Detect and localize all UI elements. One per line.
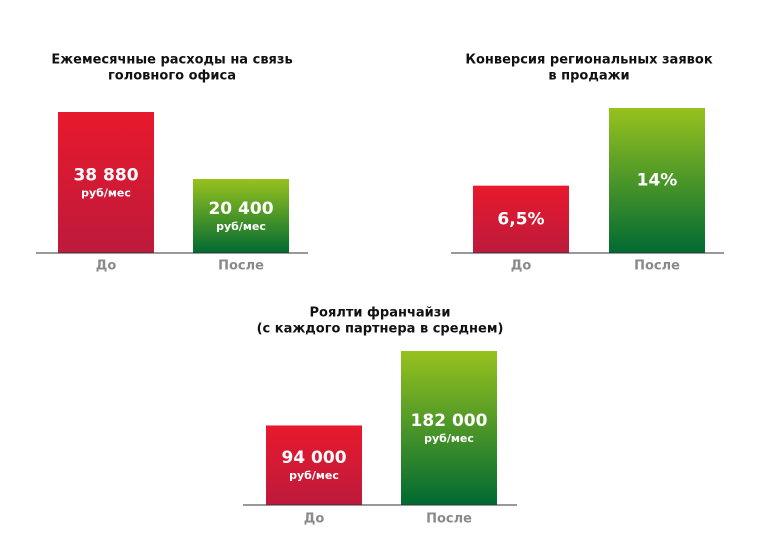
unit-label: руб/мес — [424, 432, 474, 445]
x-tick-label: До — [304, 512, 325, 527]
bar — [266, 425, 362, 505]
bar — [609, 108, 705, 253]
unit-label: руб/мес — [289, 469, 339, 482]
bar — [193, 179, 289, 253]
chart-title: Роялти франчайзи — [310, 306, 451, 321]
value-label: 38 880 — [73, 166, 138, 186]
bar — [401, 351, 497, 505]
chart-title: Конверсия региональных заявок — [465, 53, 713, 68]
chart-title: в продажи — [548, 69, 629, 84]
unit-label: руб/мес — [81, 187, 131, 200]
value-label: 94 000 — [281, 448, 346, 468]
value-label: 182 000 — [411, 411, 488, 431]
value-label: 6,5% — [497, 209, 544, 229]
x-tick-label: До — [511, 259, 532, 274]
chart-title: (с каждого партнера в среднем) — [257, 322, 504, 337]
x-tick-label: После — [426, 512, 472, 527]
chart-title: Ежемесячные расходы на связь — [51, 53, 292, 68]
x-tick-label: После — [218, 259, 264, 274]
unit-label: руб/мес — [216, 220, 266, 233]
value-label: 20 400 — [208, 199, 273, 219]
x-tick-label: До — [96, 259, 117, 274]
chart-title: головного офиса — [108, 69, 236, 84]
bar — [58, 112, 154, 253]
value-label: 14% — [637, 171, 678, 191]
bar — [473, 185, 569, 253]
x-tick-label: После — [634, 259, 680, 274]
